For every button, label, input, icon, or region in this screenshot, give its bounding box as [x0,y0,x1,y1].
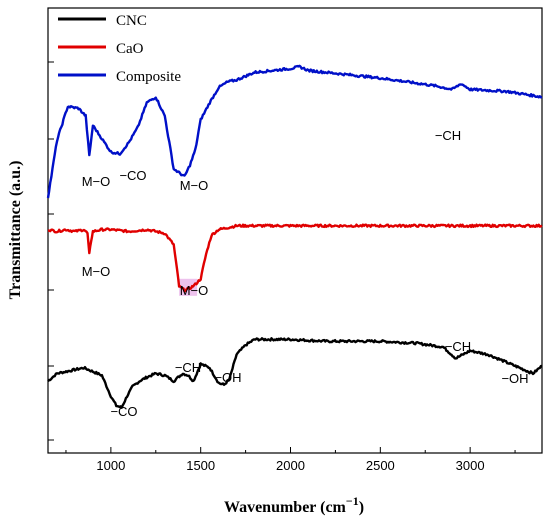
peak-annotation: −CH [175,360,201,375]
x-tick-label: 3000 [456,458,485,473]
peak-annotation: −CO [110,404,137,419]
series-layer [46,64,543,409]
peak-annotation: −CH [435,128,461,143]
x-tick-label: 2000 [276,458,305,473]
x-axis-ticks: 1000 1500 2000 2500 3000 [65,447,516,473]
x-axis-title-main: Wavenumber (cm [224,499,347,516]
series-line-composite [46,64,543,199]
x-tick-label: 1500 [186,458,215,473]
legend: CNC CaO Composite [58,13,181,85]
y-axis-ticks [48,61,54,441]
peak-annotation: M−O [180,178,209,193]
peak-annotation: −OH [214,370,241,385]
x-axis-title-exponent: −1 [346,494,359,508]
x-axis-title: Wavenumber (cm−1) [224,494,364,516]
x-tick-label: 1000 [96,458,125,473]
series-line-cnc [47,337,543,409]
x-tick-label: 2500 [366,458,395,473]
peak-annotation: −CH [445,339,471,354]
peak-annotation: −CO [119,168,146,183]
legend-label-cnc: CNC [116,13,147,29]
peak-annotation: M−O [82,174,111,189]
legend-label-cao: CaO [116,41,144,57]
y-axis-title: Transmittance (a.u.) [7,161,24,300]
x-axis-title-close: ) [359,499,364,516]
peak-annotation: M−O [82,264,111,279]
series-line-cao [47,223,543,293]
peak-annotation: −OH [501,371,528,386]
peak-annotation: M−O [180,283,209,298]
legend-label-composite: Composite [116,69,181,85]
annotation-layer: M−O −CO M−O −CH M−O M−O −CO −CH −OH −CH −OH [82,128,529,419]
